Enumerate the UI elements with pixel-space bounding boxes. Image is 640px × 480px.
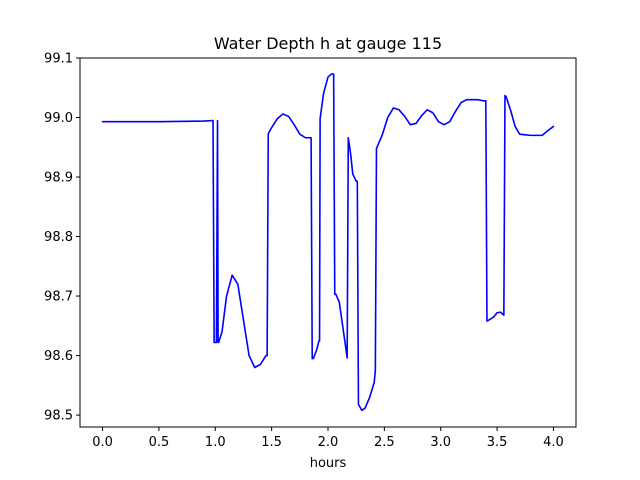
x-tick-label: 1.5 — [261, 435, 282, 450]
x-tick-label: 1.0 — [205, 435, 226, 450]
x-tick-label: 2.0 — [318, 435, 339, 450]
y-tick-label: 99.0 — [44, 111, 73, 126]
chart-title: Water Depth h at gauge 115 — [214, 34, 442, 53]
y-tick-label: 98.8 — [44, 230, 73, 245]
x-tick-label: 0.0 — [92, 435, 113, 450]
y-tick-label: 99.1 — [44, 52, 73, 67]
y-tick-label: 98.7 — [44, 290, 73, 305]
x-tick-label: 3.0 — [430, 435, 451, 450]
plot-area — [80, 58, 576, 427]
x-tick-label: 4.0 — [543, 435, 564, 450]
x-tick-label: 3.5 — [487, 435, 508, 450]
x-tick-label: 2.5 — [374, 435, 395, 450]
y-tick-label: 98.5 — [44, 409, 73, 424]
series-layer — [101, 73, 555, 412]
x-axis: 0.0 0.5 1.0 1.5 2.0 2.5 3.0 3.5 4.0 — [92, 427, 564, 450]
y-axis: 98.5 98.6 98.7 98.8 98.9 99.0 99.1 — [44, 52, 80, 424]
x-tick-label: 0.5 — [149, 435, 170, 450]
x-axis-label: hours — [310, 456, 347, 471]
series-line-0 — [101, 73, 555, 412]
y-tick-label: 98.6 — [44, 349, 73, 364]
y-tick-label: 98.9 — [44, 171, 73, 186]
